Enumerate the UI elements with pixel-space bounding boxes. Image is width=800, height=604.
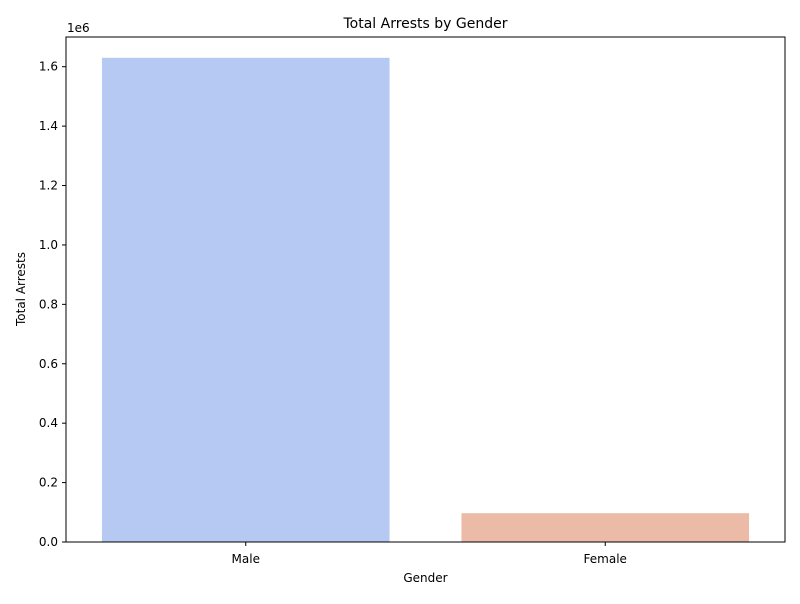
bar-female [461,513,750,542]
y-tick-label: 0.0 [39,535,58,549]
y-tick-label: 0.4 [39,416,58,430]
x-axis-label: Gender [403,571,447,585]
y-axis-offset-label: 1e6 [67,21,90,35]
x-ticks-layer: Male Female [232,542,627,566]
y-axis-label: Total Arrests [14,252,28,327]
chart-title: Total Arrests by Gender [342,16,507,32]
y-tick-label: 1.6 [39,60,58,74]
y-tick-label: 1.4 [39,119,58,133]
y-tick-label: 0.6 [39,357,58,371]
bars-layer [101,57,750,542]
x-tick-label: Female [584,552,627,566]
y-tick-label: 0.2 [39,476,58,490]
y-ticks-layer: 0.0 0.2 0.4 0.6 0.8 1.0 1.2 1.4 1.6 [39,60,66,549]
y-tick-label: 1.2 [39,179,58,193]
y-tick-label: 1.0 [39,238,58,252]
plot-area-frame [65,36,786,543]
bar-male [101,57,390,542]
x-tick-label: Male [232,552,260,566]
y-tick-label: 0.8 [39,297,58,311]
